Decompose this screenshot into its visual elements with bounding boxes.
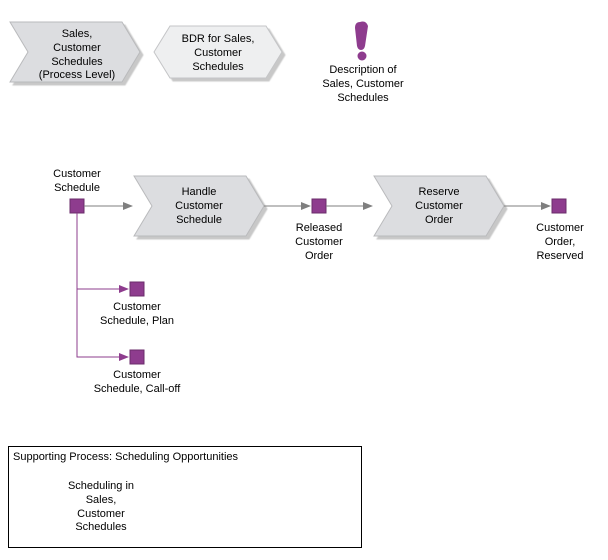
reserve-customer-order-label: ReserveCustomerOrder xyxy=(398,186,480,227)
released-customer-order-node xyxy=(312,199,326,213)
customer-schedule-plan-node xyxy=(130,282,144,296)
supporting-process-title: Supporting Process: Scheduling Opportuni… xyxy=(13,451,238,465)
customer-schedule-label: CustomerSchedule xyxy=(46,168,108,196)
exclamation-icon xyxy=(355,22,368,61)
arrow-cs-to-calloff xyxy=(77,213,128,357)
customer-schedule-calloff-node xyxy=(130,350,144,364)
customer-order-reserved-node xyxy=(552,199,566,213)
description-label: Description ofSales, CustomerSchedules xyxy=(316,64,410,105)
customer-schedule-calloff-label: CustomerSchedule, Call-off xyxy=(80,369,194,397)
bdr-label: BDR for Sales,CustomerSchedules xyxy=(168,33,268,74)
customer-order-reserved-label: CustomerOrder,Reserved xyxy=(524,222,596,263)
customer-schedule-node xyxy=(70,199,84,213)
process-level-label: Sales,CustomerSchedules(Process Level) xyxy=(30,28,124,83)
scheduling-in-label: Scheduling inSales,CustomerSchedules xyxy=(58,480,144,535)
released-customer-order-label: ReleasedCustomerOrder xyxy=(286,222,352,263)
handle-customer-schedule-label: HandleCustomerSchedule xyxy=(158,186,240,227)
arrow-cs-to-plan xyxy=(77,213,128,289)
customer-schedule-plan-label: CustomerSchedule, Plan xyxy=(92,301,182,329)
